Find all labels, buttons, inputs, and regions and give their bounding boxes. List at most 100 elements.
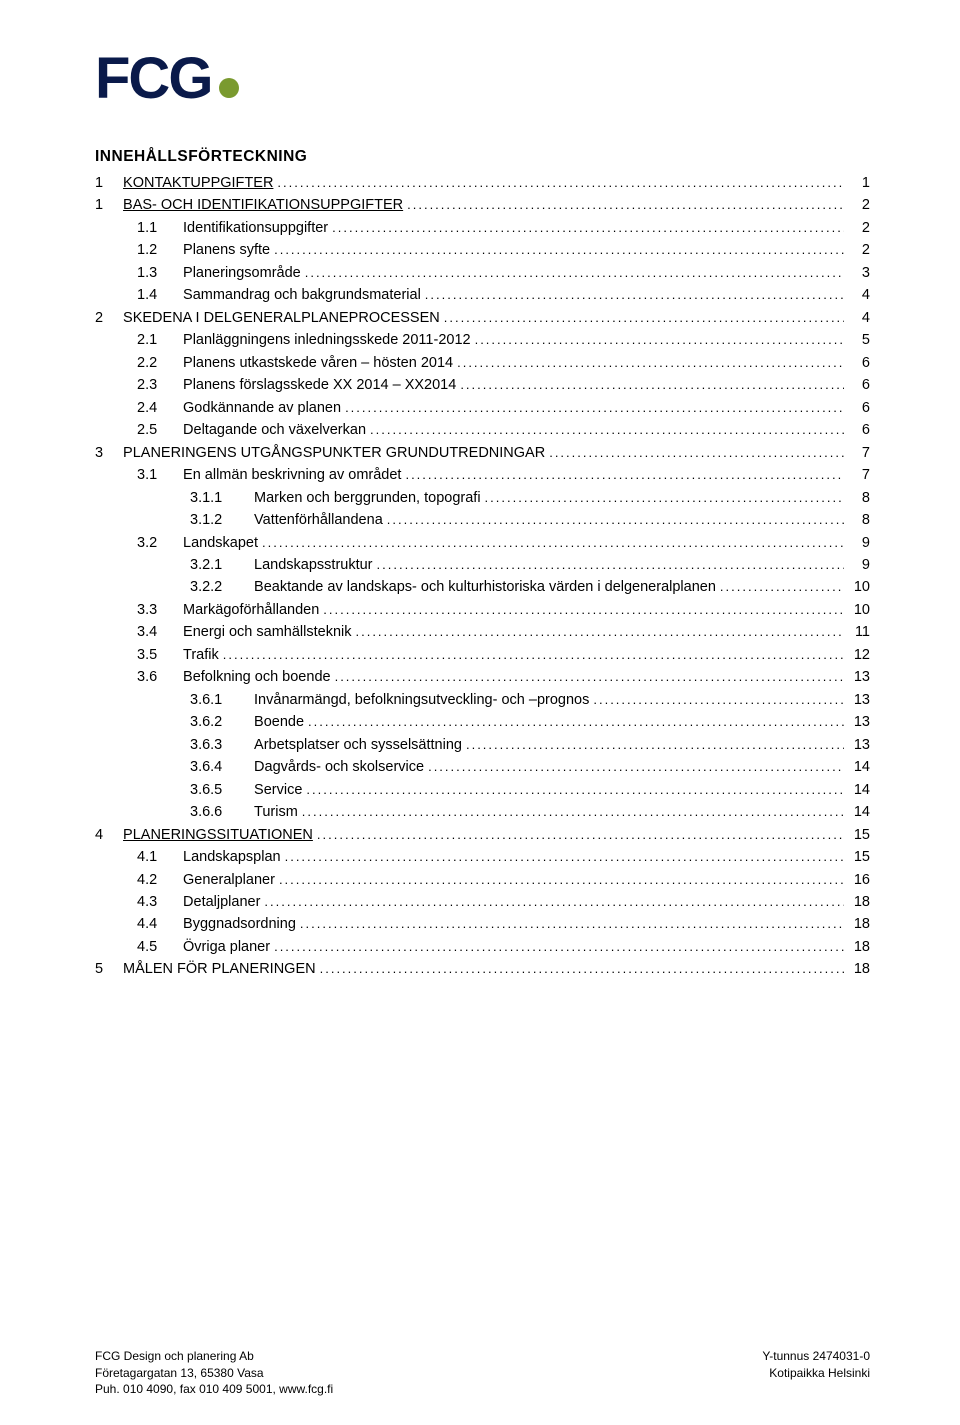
toc-entry-label: SKEDENA I DELGENERALPLANEPROCESSEN [123, 307, 440, 329]
toc-entry-page: 11 [848, 621, 870, 643]
toc-entry-page: 18 [848, 891, 870, 913]
toc-entry: 3.6 Befolkning och boende13 [95, 666, 870, 688]
toc-entry-page: 13 [848, 734, 870, 756]
toc-entry-number: 3.5 [137, 644, 179, 666]
toc-entry-page: 4 [848, 307, 870, 329]
toc-entry-number: 3.3 [137, 599, 179, 621]
toc-entry-page: 2 [848, 239, 870, 261]
toc-entry-label: Landskapet [183, 532, 258, 554]
toc-leader-dots [302, 801, 844, 823]
toc-leader-dots [407, 194, 844, 216]
toc-entry-number: 4.4 [137, 913, 179, 935]
toc-entry-number: 4.1 [137, 846, 179, 868]
toc-entry-label: Invånarmängd, befolkningsutveckling- och… [254, 689, 589, 711]
toc-entry-page: 14 [848, 779, 870, 801]
toc-title: INNEHÅLLSFÖRTECKNING [95, 148, 870, 166]
toc-entry-number: 3.2 [137, 532, 179, 554]
toc-entry-number: 1 [95, 194, 119, 216]
toc-entry: 4.2 Generalplaner16 [95, 869, 870, 891]
toc-entry: 1.3 Planeringsområde3 [95, 262, 870, 284]
toc-entry-page: 14 [848, 756, 870, 778]
toc-entry-number: 5 [95, 958, 119, 980]
toc-entry-number: 3.6.6 [190, 801, 250, 823]
toc-entry-label: MÅLEN FÖR PLANERINGEN [123, 958, 316, 980]
toc-entry: 3.1.2 Vattenförhållandena8 [95, 509, 870, 531]
toc-leader-dots [405, 464, 844, 486]
toc-entry-page: 15 [848, 824, 870, 846]
toc-entry: 5 MÅLEN FÖR PLANERINGEN 18 [95, 958, 870, 980]
toc-entry-label: Planläggningens inledningsskede 2011-201… [183, 329, 471, 351]
toc-entry-label: Energi och samhällsteknik [183, 621, 351, 643]
toc-entry-label: PLANERINGENS UTGÅNGSPUNKTER GRUNDUTREDNI… [123, 442, 545, 464]
toc-entry-page: 2 [848, 217, 870, 239]
toc-entry-page: 2 [848, 194, 870, 216]
toc-entry-page: 6 [848, 352, 870, 374]
toc-entry: 1.4 Sammandrag och bakgrundsmaterial 4 [95, 284, 870, 306]
toc-entry-page: 8 [848, 509, 870, 531]
toc-leader-dots [223, 644, 844, 666]
toc-entry-label: Deltagande och växelverkan [183, 419, 366, 441]
toc-leader-dots [345, 397, 844, 419]
toc-entry-label: Trafik [183, 644, 219, 666]
toc-entry-number: 1.4 [137, 284, 179, 306]
footer: FCG Design och planering Ab Företagargat… [95, 1348, 870, 1397]
toc-entry: 1.2 Planens syfte2 [95, 239, 870, 261]
toc-leader-dots [300, 913, 844, 935]
toc-entry-page: 5 [848, 329, 870, 351]
toc-entry-page: 18 [848, 958, 870, 980]
footer-vat: Y-tunnus 2474031-0 [762, 1348, 870, 1364]
toc-leader-dots [485, 487, 844, 509]
table-of-contents: 1 KONTAKTUPPGIFTER11 BAS- OCH IDENTIFIKA… [95, 172, 870, 981]
toc-entry: 3.4 Energi och samhällsteknik11 [95, 621, 870, 643]
toc-entry-label: Markägoförhållanden [183, 599, 319, 621]
toc-entry-number: 3.6.4 [190, 756, 250, 778]
toc-entry-number: 3.1 [137, 464, 179, 486]
toc-leader-dots [425, 284, 844, 306]
toc-leader-dots [274, 936, 844, 958]
toc-entry-page: 4 [848, 284, 870, 306]
toc-entry-label: En allmän beskrivning av området [183, 464, 401, 486]
toc-entry-page: 9 [848, 554, 870, 576]
toc-entry-page: 16 [848, 869, 870, 891]
toc-leader-dots [262, 532, 844, 554]
logo: FCG [95, 50, 870, 108]
toc-leader-dots [323, 599, 844, 621]
toc-entry-label: Service [254, 779, 302, 801]
toc-leader-dots [305, 262, 844, 284]
footer-left: FCG Design och planering Ab Företagargat… [95, 1348, 333, 1397]
toc-entry: 4.3 Detaljplaner18 [95, 891, 870, 913]
toc-entry-page: 13 [848, 689, 870, 711]
toc-entry-number: 3.6 [137, 666, 179, 688]
logo-dot-icon [219, 78, 239, 98]
toc-leader-dots [549, 442, 844, 464]
toc-leader-dots [460, 374, 844, 396]
toc-entry-label: Planens förslagsskede XX 2014 – XX2014 [183, 374, 456, 396]
toc-entry-page: 8 [848, 487, 870, 509]
toc-entry-number: 1.3 [137, 262, 179, 284]
toc-leader-dots [335, 666, 844, 688]
toc-leader-dots [377, 554, 844, 576]
toc-entry-page: 7 [848, 442, 870, 464]
toc-leader-dots [308, 711, 844, 733]
toc-entry-number: 3.6.1 [190, 689, 250, 711]
toc-entry: 3.1 En allmän beskrivning av området7 [95, 464, 870, 486]
toc-entry-label: Sammandrag och bakgrundsmaterial [183, 284, 421, 306]
toc-leader-dots [466, 734, 844, 756]
toc-entry-label: Godkännande av planen [183, 397, 341, 419]
toc-entry: 3.6.4 Dagvårds- och skolservice14 [95, 756, 870, 778]
toc-entry: 2.2 Planens utkastskede våren – hösten 2… [95, 352, 870, 374]
toc-entry-label: Övriga planer [183, 936, 270, 958]
document-page: FCG INNEHÅLLSFÖRTECKNING 1 KONTAKTUPPGIF… [0, 0, 960, 1425]
toc-entry-label: Byggnadsordning [183, 913, 296, 935]
toc-entry-page: 10 [848, 599, 870, 621]
toc-entry: 2.1 Planläggningens inledningsskede 2011… [95, 329, 870, 351]
toc-entry-number: 4.3 [137, 891, 179, 913]
toc-entry: 3.1.1 Marken och berggrunden, topografi8 [95, 487, 870, 509]
toc-entry: 3.3 Markägoförhållanden 10 [95, 599, 870, 621]
toc-entry-page: 10 [848, 576, 870, 598]
toc-entry-page: 6 [848, 419, 870, 441]
toc-leader-dots [279, 869, 844, 891]
toc-entry-label: BAS- OCH IDENTIFIKATIONSUPPGIFTER [123, 194, 403, 216]
toc-leader-dots [720, 576, 844, 598]
toc-entry-number: 2.4 [137, 397, 179, 419]
